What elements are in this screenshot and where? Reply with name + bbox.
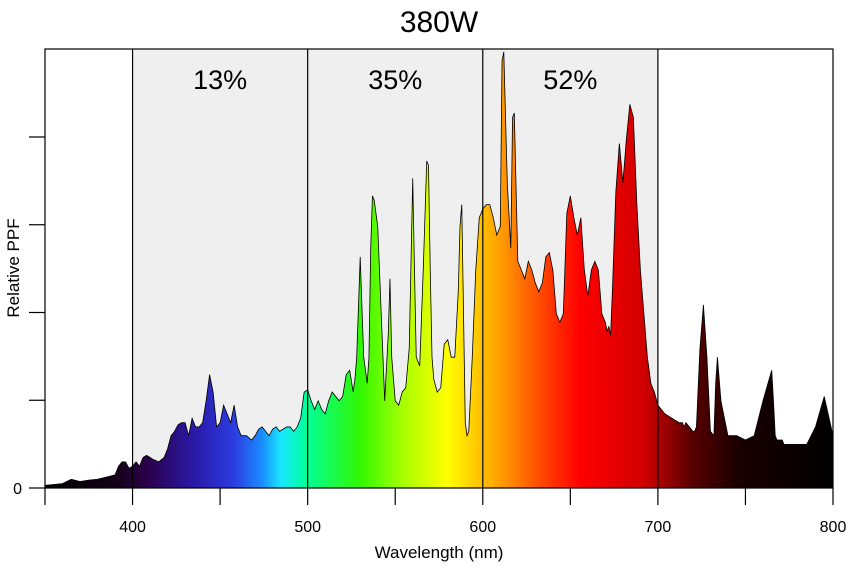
x-tick-label-600: 600 xyxy=(469,519,496,536)
band-label-3: 52% xyxy=(543,65,597,95)
x-tick-label-400: 400 xyxy=(119,519,146,536)
x-axis-title: Wavelength (nm) xyxy=(375,543,504,562)
x-tick-label-800: 800 xyxy=(820,519,847,536)
y-axis-title: Relative PPF xyxy=(4,218,23,317)
y-tick-label-0: 0 xyxy=(13,481,22,498)
x-tick-label-500: 500 xyxy=(294,519,321,536)
band-label-2: 35% xyxy=(368,65,422,95)
band-labels: 13% 35% 52% xyxy=(193,65,597,95)
y-axis-ticks: 0 xyxy=(13,136,45,498)
x-axis-ticks: 400 500 600 700 800 xyxy=(44,488,847,536)
band-divider-lines xyxy=(131,49,659,488)
chart-title: 380W xyxy=(400,6,479,39)
band-label-1: 13% xyxy=(193,65,247,95)
plot-frame xyxy=(44,48,834,489)
spectrum-area xyxy=(44,51,834,489)
band-region-1 xyxy=(132,49,308,488)
x-tick-label-700: 700 xyxy=(645,519,672,536)
